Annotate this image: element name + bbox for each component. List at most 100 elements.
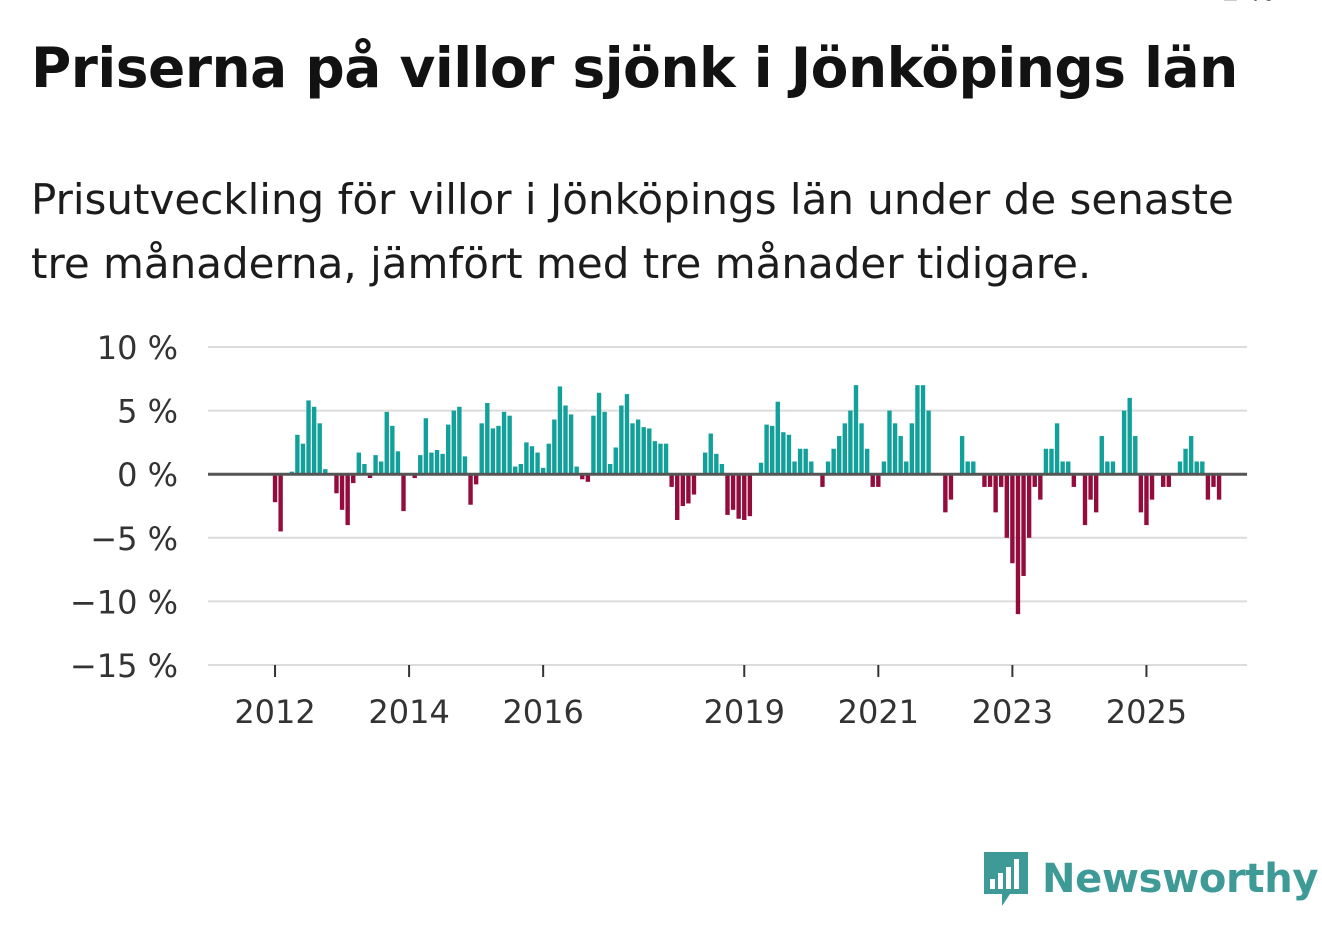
bar: [373, 455, 378, 475]
bar-chart: 10 %5 %0 %−5 %−10 %−15 % 2012 2014 2016 201…: [70, 0, 1275, 731]
bar: [395, 451, 401, 475]
bar: [462, 456, 468, 475]
bar: [339, 474, 345, 510]
annotation-background: [1196, 0, 1275, 38]
bar: [1183, 448, 1188, 475]
bar: [881, 461, 887, 475]
chart-title: Priserna på villor sjönk i Jönköpings lä…: [31, 36, 1238, 100]
newsworthy-logo: Newsworthy: [980, 848, 1319, 910]
bar: [451, 410, 456, 475]
bar: [1015, 474, 1021, 615]
bar: [1038, 474, 1043, 500]
bar: [524, 442, 529, 475]
bars: [272, 385, 1222, 615]
bar: [708, 433, 713, 475]
bar: [820, 474, 825, 487]
bar: [501, 411, 507, 475]
bar: [1127, 397, 1132, 475]
bar: [546, 443, 551, 475]
bar: [853, 385, 859, 475]
bar: [490, 428, 496, 475]
bar: [786, 434, 792, 475]
bar: [770, 425, 775, 475]
bar: [870, 474, 875, 487]
bar: [1216, 474, 1222, 500]
bar: [557, 386, 563, 475]
bar: [948, 474, 954, 500]
bar: [1093, 474, 1099, 513]
bar: [1138, 474, 1144, 513]
bar: [1149, 474, 1155, 500]
bar: [758, 462, 764, 475]
bar: [384, 411, 389, 475]
bar: [1105, 461, 1110, 475]
bar: [999, 474, 1004, 487]
y-tick-label: −10 %: [70, 583, 178, 621]
x-tick-label: 2016: [502, 693, 583, 731]
bar: [1205, 474, 1211, 500]
bar: [1161, 474, 1166, 487]
bar: [300, 443, 306, 475]
bar: [434, 450, 440, 475]
bar: [1054, 423, 1060, 475]
bar: [1088, 474, 1093, 500]
bar: [401, 474, 406, 512]
bar: [540, 467, 546, 475]
bar: [647, 428, 652, 475]
bar: [362, 464, 367, 475]
bar: [479, 423, 484, 475]
y-axis-labels: 10 % 5 % 0 % −5 % −10 % −15 %: [70, 329, 178, 685]
bar: [496, 425, 501, 475]
bar: [652, 441, 658, 475]
bar: [630, 423, 635, 475]
annotation: −2 %: [1196, 0, 1275, 38]
bar: [507, 415, 512, 475]
bar: [513, 466, 518, 475]
bar: [446, 424, 451, 475]
bar: [378, 461, 384, 475]
bar: [837, 436, 842, 475]
bar: [306, 400, 311, 475]
bar: [1121, 410, 1127, 475]
bar: [675, 474, 680, 520]
bar: [965, 461, 970, 475]
bar: [876, 474, 881, 487]
bar: [591, 415, 596, 475]
bar: [691, 474, 697, 495]
bar: [351, 474, 356, 484]
bar: [730, 474, 736, 510]
bar: [848, 410, 853, 475]
y-tick-label: 10 %: [97, 329, 178, 367]
bar: [1043, 448, 1049, 475]
bar: [608, 464, 613, 475]
bar: [1032, 474, 1037, 487]
bar: [440, 453, 445, 475]
bar: [529, 446, 535, 475]
x-tick-label: 2025: [1106, 693, 1187, 731]
bar: [742, 474, 747, 520]
x-tick-label: 2021: [838, 693, 919, 731]
bar: [987, 474, 993, 487]
bar: [535, 452, 540, 475]
bar: [680, 474, 686, 506]
bar: [993, 474, 998, 513]
bar: [926, 410, 931, 475]
bar: [468, 474, 473, 505]
chart-subtitle: Prisutveckling för villor i Jönköpings l…: [31, 175, 1234, 288]
bar: [1004, 474, 1009, 538]
bar: [1144, 474, 1149, 526]
bar: [317, 423, 322, 475]
y-tick-label: −5 %: [90, 520, 178, 558]
x-tick-label: 2019: [704, 693, 785, 731]
bar: [563, 405, 568, 475]
bar: [1049, 448, 1054, 475]
bar: [641, 427, 646, 475]
bar: [323, 469, 328, 475]
y-tick-label: 0 %: [117, 456, 178, 494]
bar: [624, 394, 630, 475]
bar: [1211, 474, 1216, 487]
bar: [568, 414, 574, 475]
bar: [574, 466, 579, 475]
bar: [909, 423, 915, 475]
bar: [552, 419, 557, 475]
